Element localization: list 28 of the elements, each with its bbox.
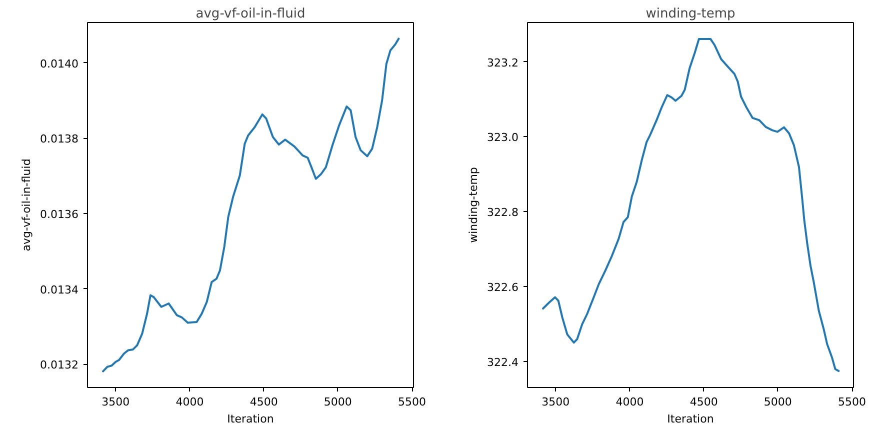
x-tick-label: 4000 — [616, 396, 644, 408]
y-tick-label: 0.0132 — [40, 358, 79, 372]
line-series — [542, 38, 840, 372]
y-axis-title: avg-vf-oil-in-fluid — [20, 158, 34, 252]
x-tick-label: 5500 — [398, 396, 426, 408]
x-tick-label: 4000 — [176, 396, 204, 408]
x-tick-label: 5000 — [764, 396, 792, 408]
y-tick-label: 0.0134 — [40, 283, 79, 296]
y-tick-label: 322.6 — [487, 280, 519, 294]
chart-title: avg-vf-oil-in-fluid — [196, 6, 306, 22]
x-tick-label: 5500 — [838, 396, 866, 408]
y-tick-label: 0.0140 — [40, 57, 79, 70]
y-tick-label: 323.2 — [487, 56, 519, 70]
x-tick-label: 3500 — [102, 396, 130, 408]
y-tick-label: 0.0136 — [40, 208, 79, 221]
x-tick-label: 4500 — [250, 396, 278, 408]
y-axis-title: winding-temp — [467, 167, 480, 243]
line-series — [102, 38, 400, 372]
x-axis-title: Iteration — [667, 412, 714, 426]
y-tick-label: 323.0 — [487, 131, 519, 144]
x-tick-label: 5000 — [324, 396, 352, 408]
x-axis-title: Iteration — [227, 412, 274, 426]
x-tick-label: 4500 — [690, 396, 718, 408]
y-tick-label: 0.0138 — [40, 132, 79, 146]
y-tick-label: 322.8 — [487, 206, 519, 220]
y-tick-label: 322.4 — [487, 356, 519, 369]
chart-title: winding-temp — [646, 6, 736, 22]
x-tick-label: 3500 — [542, 396, 570, 408]
